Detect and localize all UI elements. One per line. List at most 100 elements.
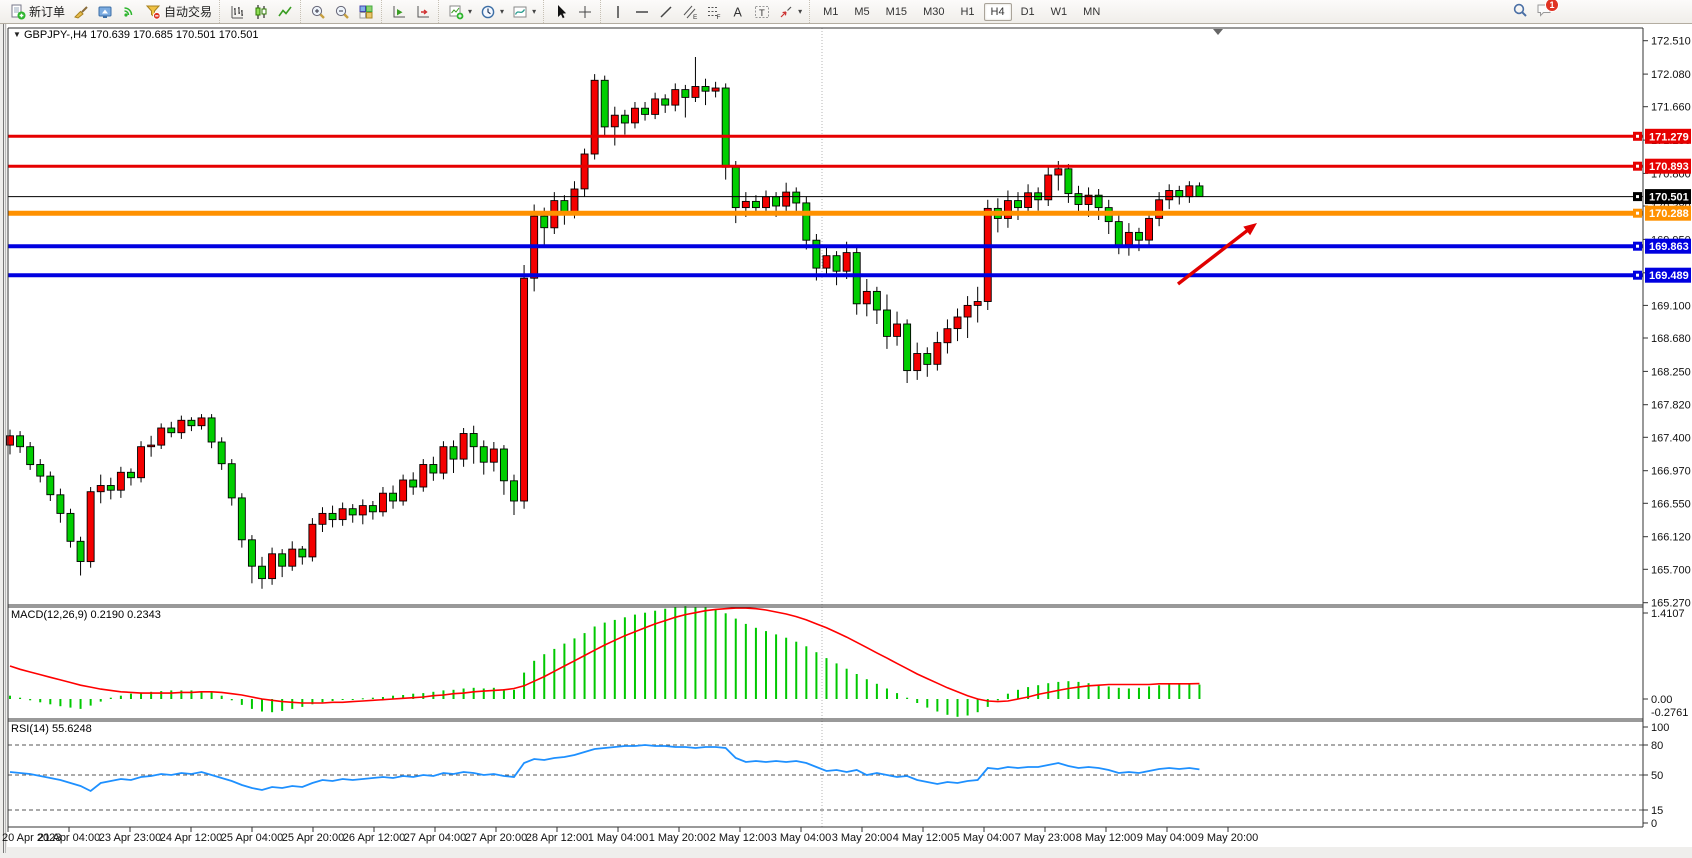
svg-text:166.970: 166.970 [1651,466,1691,478]
chat-button[interactable]: 1 [1536,0,1559,21]
svg-text:171.660: 171.660 [1651,102,1691,114]
timeframe-h1-button[interactable]: H1 [960,5,975,18]
publish-chart-button[interactable] [93,2,117,21]
channel-icon: E [683,5,698,20]
trend-arrow-annotation[interactable] [1176,223,1257,286]
svg-text:3 May 20:00: 3 May 20:00 [832,832,893,844]
styler-button[interactable] [69,2,93,21]
svg-text:168.680: 168.680 [1651,333,1691,345]
trendline-icon [660,5,672,18]
tile-windows-button[interactable] [354,2,378,21]
toolbar-group-zoom [300,0,381,23]
chart-shift-marker[interactable] [1213,29,1223,35]
text-button[interactable]: A [726,2,750,21]
svg-text:169.489: 169.489 [1649,270,1689,282]
svg-text:24 Apr 12:00: 24 Apr 12:00 [160,832,222,844]
text-icon: A [734,5,743,19]
crosshair-icon [579,5,592,18]
chevron-down-icon[interactable]: ▾ [798,7,803,16]
svg-text:166.550: 166.550 [1651,498,1691,510]
chart-shift-button[interactable] [411,2,435,21]
svg-text:A: A [734,5,743,19]
label-button[interactable]: T [750,2,774,21]
channel-button[interactable]: E [678,2,702,21]
autotrading-button[interactable]: 自动交易 [141,2,216,21]
timeframe-w1-button[interactable]: W1 [1050,5,1068,18]
line-chart-icon [278,6,292,16]
svg-text:166.120: 166.120 [1651,532,1691,544]
timeframe-m15-button[interactable]: M15 [885,5,908,18]
chevron-down-icon[interactable]: ▾ [532,7,537,16]
svg-text:170.288: 170.288 [1649,208,1689,220]
svg-text:170.501: 170.501 [1649,192,1689,204]
timeframe-m30-button[interactable]: M30 [923,5,945,18]
new-order-button[interactable]: 新订单 [6,2,69,21]
search-button[interactable] [1512,2,1528,21]
toolbar-group-objects: E F A T ▾ [600,0,809,23]
svg-text:165.270: 165.270 [1651,598,1691,610]
periods-button[interactable]: ▾ [476,2,508,21]
svg-text:169.863: 169.863 [1649,241,1689,253]
search-icon [1513,3,1527,17]
svg-text:1 May 04:00: 1 May 04:00 [588,832,649,844]
line-chart-button[interactable] [273,2,297,21]
ohlc-values: 170.639 170.685 170.501 170.501 [90,29,259,41]
svg-text:172.510: 172.510 [1651,36,1691,48]
indicators-button[interactable]: ▾ [444,2,476,21]
vertical-line-button[interactable] [606,2,630,21]
svg-text:26 Apr 12:00: 26 Apr 12:00 [343,832,405,844]
arrows-button[interactable]: ▾ [774,2,806,21]
svg-text:28 Apr 12:00: 28 Apr 12:00 [526,832,588,844]
timeframe-h4-button[interactable]: H4 [983,2,1012,21]
bar-chart-icon [231,5,244,18]
bar-chart-button[interactable] [225,2,249,21]
svg-text:80: 80 [1651,740,1663,752]
svg-text:20 Apr 2023: 20 Apr 2023 [2,832,61,844]
timeframe-mn-button[interactable]: MN [1083,5,1101,18]
svg-text:8 May 12:00: 8 May 12:00 [1076,832,1137,844]
macd-signal-line [9,607,1200,704]
chevron-down-icon[interactable]: ▾ [500,7,505,16]
timeframe-d1-button[interactable]: D1 [1020,5,1035,18]
timeframe-m5-button[interactable]: M5 [854,5,870,18]
svg-text:5 May 04:00: 5 May 04:00 [954,832,1015,844]
svg-text:167.400: 167.400 [1651,432,1691,444]
notification-badge: 1 [1545,0,1559,12]
rsi-line [9,744,1200,793]
chevron-down-icon[interactable]: ▾ [468,7,473,16]
toolbar-group-cursor [543,0,600,23]
svg-text:100: 100 [1651,722,1669,734]
arrows-icon [780,6,792,17]
svg-text:168.250: 168.250 [1651,366,1691,378]
zoom-in-button[interactable] [306,2,330,21]
timeframe-m1-button[interactable]: M1 [823,5,839,18]
svg-text:21 Apr 04:00: 21 Apr 04:00 [38,832,100,844]
toolbar-group-timeframes: M1 M5 M15 M30 H1 H4 D1 W1 MN [809,0,1111,23]
svg-text:25 Apr 04:00: 25 Apr 04:00 [221,832,283,844]
zoom-out-button[interactable] [330,2,354,21]
fibonacci-button[interactable]: F [702,2,726,21]
horizontal-line-button[interactable] [630,2,654,21]
main-toolbar: 新订单 自动交易 ▾ ▾ ▾ E F A T ▾ M1 M5 M15 M30 H1 H4 D1 W1 MN 1 [0,0,1692,24]
crosshair-button[interactable] [573,2,597,21]
templates-button[interactable]: ▾ [508,2,540,21]
svg-text:F: F [717,14,721,20]
svg-text:2 May 12:00: 2 May 12:00 [710,832,771,844]
indicators-icon [449,5,464,19]
autotrading-icon [145,5,161,20]
candlestick-button[interactable] [249,2,273,21]
macd-indicator-label: MACD(12,26,9) 0.2190 0.2343 [11,609,161,621]
trendline-button[interactable] [654,2,678,21]
auto-scroll-button[interactable] [387,2,411,21]
svg-text:3 May 04:00: 3 May 04:00 [771,832,832,844]
toolbar-group-chart-type [219,0,300,23]
toolbar-group-dropdowns: ▾ ▾ ▾ [438,0,543,23]
svg-text:165.700: 165.700 [1651,564,1691,576]
signals-button[interactable] [117,2,141,21]
cursor-icon [558,4,567,18]
cursor-button[interactable] [549,2,573,21]
toolbar-right: 1 [1512,0,1559,23]
macd-axis: 1.4107 0.00-0.2761 [1643,608,1688,719]
